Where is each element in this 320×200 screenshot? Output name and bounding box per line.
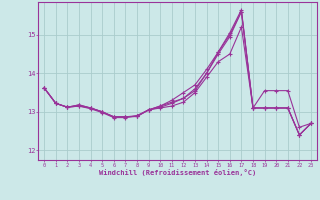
X-axis label: Windchill (Refroidissement éolien,°C): Windchill (Refroidissement éolien,°C) [99, 169, 256, 176]
